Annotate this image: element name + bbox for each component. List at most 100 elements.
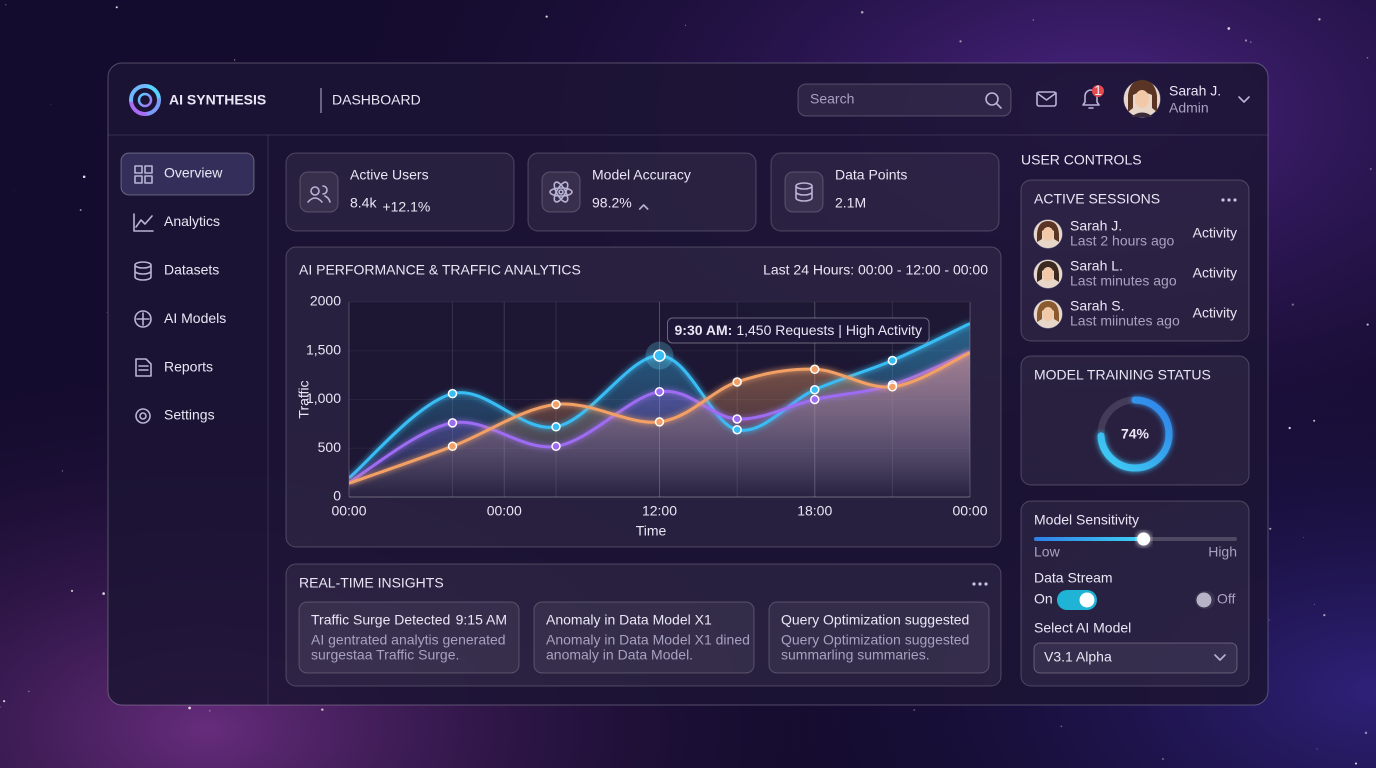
notification-count: 1 — [1094, 82, 1102, 98]
insight-card[interactable]: Query Optimization suggested Query Optimi… — [768, 601, 990, 674]
stat-label: Active Users — [350, 167, 429, 183]
star — [685, 24, 686, 26]
slider-knob[interactable] — [1137, 532, 1151, 546]
session-name: Sarah S. — [1070, 298, 1124, 314]
session-action[interactable]: Activity — [1193, 265, 1237, 281]
star — [423, 706, 424, 708]
bell-icon[interactable] — [1082, 89, 1100, 109]
session-name: Sarah L. — [1070, 258, 1123, 274]
active-nav-highlight — [120, 152, 255, 196]
insights-menu[interactable] — [972, 582, 988, 586]
star — [234, 59, 236, 61]
nav-label: Reports — [164, 358, 213, 374]
star — [1060, 725, 1063, 728]
star — [1244, 39, 1248, 42]
star — [1250, 41, 1252, 43]
nav-icon — [134, 165, 153, 184]
nav-label: AI Models — [164, 310, 226, 326]
brand: AI SYNTHESIS — [169, 92, 266, 108]
session-action[interactable]: Activity — [1193, 225, 1237, 241]
insight-card[interactable]: Traffic Surge Detected 9:15 AM AI gentrate… — [298, 601, 520, 674]
avatar-hair — [1037, 221, 1059, 242]
user-menu-chevron[interactable] — [1238, 96, 1250, 103]
nav-item[interactable]: Settings — [135, 407, 215, 424]
stat-value: 8.4k — [350, 195, 377, 211]
ring-progress — [1097, 396, 1173, 472]
ring-label: 74% — [1121, 426, 1150, 442]
stat-icon — [795, 182, 813, 202]
data-point — [653, 349, 666, 362]
stars — [0, 3, 1372, 765]
x-tick-label: 00:00 — [487, 503, 522, 519]
star — [70, 589, 74, 593]
search-box[interactable]: Search — [797, 83, 1012, 117]
sensitivity-slider[interactable] — [1034, 532, 1237, 546]
data-point — [447, 441, 458, 452]
x-tick-label: 18:00 — [797, 503, 832, 519]
toggle-on[interactable] — [1057, 590, 1097, 610]
data-point — [887, 382, 898, 392]
sidebar: Overview Analytics Datasets AI Models Report… — [133, 165, 226, 424]
insight-text: AI gentrated analytis generated — [311, 632, 506, 648]
star — [1268, 619, 1270, 621]
star — [4, 3, 7, 6]
star — [106, 311, 108, 313]
star — [959, 40, 962, 43]
slider-min-label: Low — [1034, 544, 1061, 560]
star — [115, 6, 118, 9]
data-point — [810, 385, 820, 395]
toggle-off[interactable] — [1195, 591, 1215, 609]
session-row: Sarah J.Last 2 hours ago Activity — [1033, 218, 1237, 249]
data-point — [654, 417, 665, 427]
avatar-face — [1042, 267, 1054, 281]
star — [1354, 762, 1358, 765]
tooltip-box — [667, 317, 930, 344]
data-point — [810, 394, 820, 405]
trend-up-icon — [638, 204, 649, 210]
insight-card[interactable]: Anomaly in Data Model X1 Anomaly in Data … — [533, 601, 755, 674]
data-point — [551, 399, 561, 410]
star — [61, 470, 64, 472]
chart-subtitle: Last 24 Hours: 00:00 - 12:00 - 00:00 — [763, 262, 988, 278]
stat-label: Data Points — [835, 167, 907, 183]
avatar-face — [1042, 307, 1054, 321]
user-avatar[interactable] — [1123, 80, 1161, 118]
toggle-on-label: On — [1034, 591, 1053, 607]
training-title: MODEL TRAINING STATUS — [1034, 367, 1211, 383]
section-title: DASHBOARD — [332, 92, 421, 108]
nav-label: Overview — [164, 165, 223, 181]
star — [1227, 27, 1231, 30]
stat-change: +12.1% — [382, 199, 430, 215]
nav-icon — [135, 358, 152, 377]
x-axis-title: Time — [636, 523, 667, 539]
sessions-menu[interactable] — [1221, 198, 1237, 202]
notification-badge — [1092, 85, 1104, 97]
sessions-card — [1020, 179, 1250, 342]
nav-item[interactable]: Overview — [134, 165, 223, 184]
insight-text: Query Optimization suggested — [781, 632, 969, 648]
y-tick-label: 2000 — [310, 293, 341, 309]
mail-icon[interactable] — [1036, 91, 1057, 107]
star — [1162, 758, 1164, 760]
session-time: Last 2 hours ago — [1070, 233, 1175, 249]
data-stream-label: Data Stream — [1034, 570, 1113, 586]
star — [102, 592, 105, 595]
stat-cards: Active Users 8.4k +12.1% Model Accuracy 98.2… — [285, 152, 1000, 232]
insight-text: Anomaly in Data Model X1 dined — [546, 632, 750, 648]
nav-label: Analytics — [164, 213, 220, 229]
star — [913, 708, 916, 711]
avatar-hair — [1037, 261, 1059, 282]
nav-item[interactable]: AI Models — [134, 310, 226, 328]
star — [28, 690, 30, 692]
session-action[interactable]: Activity — [1193, 305, 1237, 321]
star — [3, 700, 6, 703]
star — [14, 190, 15, 192]
model-select[interactable]: V3.1 Alpha — [1033, 642, 1238, 674]
insight-title: Traffic Surge Detected — [311, 612, 450, 628]
session-time: Last miinutes ago — [1070, 313, 1180, 329]
nav-item[interactable]: Analytics — [133, 213, 220, 232]
nav-label: Datasets — [164, 262, 219, 278]
nav-item[interactable]: Reports — [135, 358, 213, 377]
nav-item[interactable]: Datasets — [134, 261, 219, 281]
stat-icon — [549, 181, 573, 203]
